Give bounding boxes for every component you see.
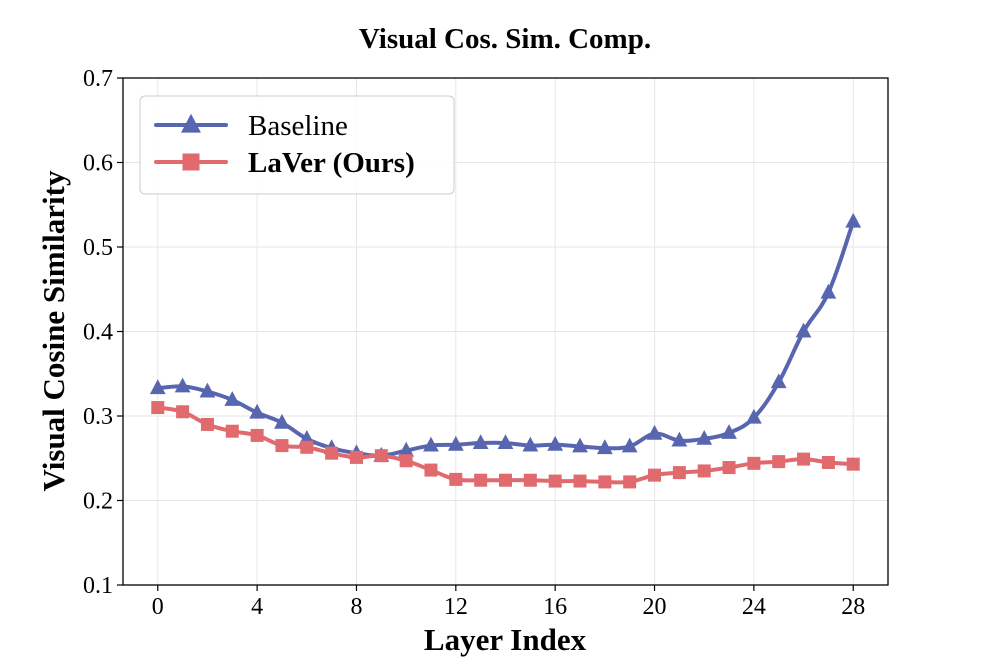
data-point [648, 468, 662, 482]
data-point [821, 455, 835, 469]
data-point [572, 437, 588, 453]
x-axis-label: Layer Index [424, 622, 587, 657]
y-tick-label: 0.3 [83, 404, 113, 430]
x-tick-label: 12 [444, 594, 468, 620]
y-axis-label: Visual Cosine Similarity [36, 170, 71, 491]
data-point [472, 434, 489, 450]
data-point [398, 441, 415, 457]
data-point [151, 401, 165, 415]
y-tick-label: 0.1 [83, 573, 113, 599]
data-point [374, 449, 388, 463]
data-point [547, 435, 564, 451]
data-point [721, 424, 737, 439]
legend-marker [181, 113, 201, 133]
data-point [747, 456, 761, 470]
data-point [499, 473, 512, 487]
data-point [274, 413, 290, 429]
x-tick-label: 8 [350, 594, 362, 620]
data-point [449, 472, 463, 486]
data-point [325, 446, 339, 460]
x-tick-label: 4 [251, 594, 263, 620]
data-point [820, 283, 837, 299]
data-point [224, 391, 241, 406]
x-tick-label: 16 [543, 594, 567, 620]
data-point [497, 434, 514, 450]
data-point [548, 474, 562, 488]
y-tick-label: 0.7 [83, 66, 113, 92]
legend-item: LaVer (Ours) [154, 147, 415, 179]
data-point [423, 436, 439, 452]
data-point [573, 474, 587, 488]
data-point [275, 439, 289, 453]
data-point [621, 437, 638, 453]
data-point [300, 440, 314, 454]
data-point [349, 450, 363, 464]
series-2 [151, 401, 860, 489]
legend-marker [182, 153, 200, 171]
data-point [424, 463, 438, 477]
data-point [174, 377, 191, 393]
data-point [623, 475, 637, 489]
data-point [596, 439, 613, 455]
data-point [846, 457, 860, 471]
x-tick-label: 28 [841, 594, 865, 620]
series-layer [149, 212, 862, 489]
series-1 [149, 212, 862, 462]
data-point [225, 424, 239, 438]
y-axis: 0.1 0.2 0.3 0.4 0.5 0.6 0.7 [83, 66, 123, 599]
y-tick-label: 0.5 [83, 235, 113, 261]
x-tick-label: 0 [152, 594, 164, 620]
data-point [845, 212, 862, 228]
data-point [200, 417, 214, 431]
data-point [249, 403, 265, 419]
legend-item: Baseline [154, 110, 348, 142]
data-point [149, 379, 166, 395]
x-axis: 0 4 8 12 16 20 24 28 [152, 585, 865, 620]
data-point [250, 428, 264, 442]
x-tick-label: 20 [643, 594, 667, 620]
data-point [646, 424, 663, 440]
data-point [795, 322, 812, 338]
x-tick-label: 24 [742, 594, 766, 620]
data-point [696, 429, 713, 445]
data-point [772, 455, 786, 469]
grid [123, 77, 888, 586]
chart-title: Visual Cos. Sim. Comp. [359, 23, 651, 55]
data-point [770, 373, 787, 389]
legend-label: LaVer (Ours) [248, 147, 415, 179]
data-point [797, 452, 811, 466]
data-point [522, 436, 539, 452]
data-point [447, 435, 464, 451]
data-point [722, 461, 736, 475]
data-point [176, 405, 190, 419]
y-tick-label: 0.4 [83, 320, 113, 346]
data-point [598, 475, 612, 489]
y-tick-label: 0.6 [83, 151, 113, 177]
data-point [697, 464, 711, 478]
data-point [671, 431, 688, 447]
y-tick-label: 0.2 [83, 489, 113, 515]
legend-box [139, 95, 455, 195]
data-point [399, 454, 413, 468]
legend: Baseline LaVer (Ours) [139, 95, 455, 195]
data-point [523, 473, 537, 487]
data-point [672, 466, 686, 480]
data-point [746, 408, 762, 424]
legend-label: Baseline [248, 110, 348, 142]
data-point [199, 382, 216, 398]
data-point [474, 473, 488, 487]
